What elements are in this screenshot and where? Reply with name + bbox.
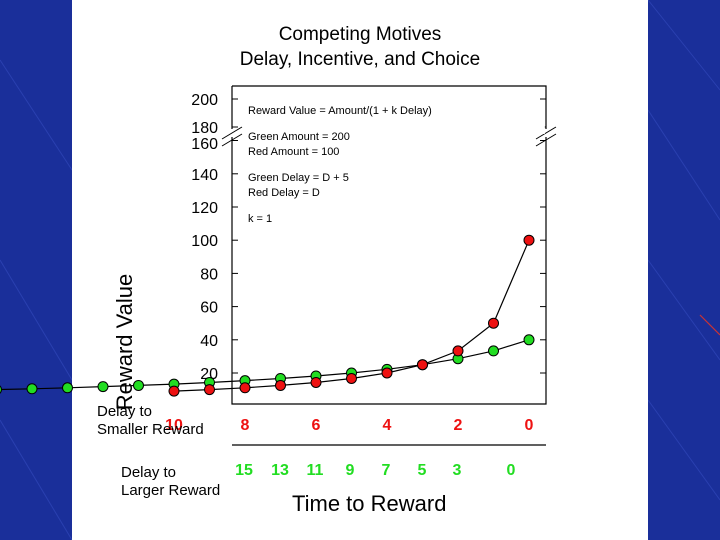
larger-delay-value: 3: [453, 462, 462, 479]
red-point: [452, 345, 464, 357]
plot-axes: [221, 85, 557, 405]
green-delay-text: Green Delay = D + 5: [248, 172, 349, 184]
axis-break-mark-right: [535, 126, 557, 140]
y-tick-label: 180: [191, 120, 218, 137]
green-point: [62, 382, 73, 394]
y-axis-label: Reward Value: [112, 274, 137, 411]
plot-frame: [231, 85, 547, 405]
larger-delay-value: 0: [507, 462, 516, 479]
green-series-line: [0, 339, 530, 391]
green-point: [0, 385, 2, 394]
larger-delay-value: 11: [307, 462, 324, 479]
red-point: [310, 376, 322, 388]
red-point: [381, 367, 393, 379]
smaller-label-line2: Smaller Reward: [97, 421, 204, 438]
larger-delay-value: 5: [418, 462, 427, 479]
x-axis-label: Time to Reward: [292, 491, 447, 516]
red-point: [239, 382, 251, 394]
y-tick-label: 20: [200, 366, 218, 383]
smaller-delay-value: 2: [454, 417, 463, 434]
y-tick-label: 200: [191, 92, 218, 109]
slide: [72, 0, 648, 540]
green-point: [488, 345, 499, 357]
y-tick-label: 160: [191, 136, 218, 153]
smaller-delay-value: 0: [525, 417, 534, 434]
larger-reward-row-label: Delay to Larger Reward: [121, 464, 220, 500]
y-tick-label: 120: [191, 200, 218, 217]
green-series: [0, 122, 545, 395]
chart-title-line2: Delay, Incentive, and Choice: [239, 49, 481, 70]
larger-delay-value: 9: [346, 462, 355, 479]
axis-break-mark-left: [221, 126, 243, 140]
smaller-delay-value: 6: [312, 417, 321, 434]
y-tick-label: 140: [191, 167, 218, 184]
green-point: [133, 379, 144, 391]
smaller-delay-value: 4: [383, 417, 392, 434]
red-point: [488, 317, 499, 329]
larger-delay-value: 13: [271, 462, 289, 479]
red-point: [204, 384, 215, 396]
series-group: [0, 122, 545, 397]
line-break-gap: [514, 122, 545, 134]
y-tick-label: 60: [200, 300, 218, 317]
delay-row-values: 10 8 6 4 2 0 15 13 11 9 7 5 3 0: [165, 417, 533, 479]
smaller-label-line1: Delay to: [97, 403, 153, 420]
y-tick-label: 100: [191, 233, 218, 250]
green-point: [523, 334, 535, 346]
red-point: [523, 234, 535, 246]
red-point: [275, 379, 286, 391]
larger-label-line1: Delay to: [121, 464, 177, 481]
green-point: [26, 383, 38, 395]
larger-delay-value: 15: [235, 462, 253, 479]
formula-text: Reward Value = Amount/(1 + k Delay): [248, 105, 432, 117]
smaller-reward-row-label: Delay to Smaller Reward: [97, 403, 204, 439]
larger-label-line2: Larger Reward: [121, 482, 221, 499]
red-series: [168, 234, 535, 397]
smaller-delay-value: 10: [165, 417, 183, 434]
red-amount-text: Red Amount = 100: [248, 146, 340, 158]
larger-delay-value: 7: [382, 462, 391, 479]
red-point: [168, 385, 180, 397]
y-tick-label: 80: [200, 266, 218, 283]
green-amount-text: Green Amount = 200: [248, 131, 350, 143]
k-value-text: k = 1: [248, 213, 273, 225]
y-tick-label: 40: [200, 333, 218, 350]
green-point: [97, 381, 109, 393]
red-delay-text: Red Delay = D: [248, 187, 320, 199]
red-point: [417, 359, 428, 371]
chart-title-line1: Competing Motives: [278, 24, 442, 45]
smaller-delay-value: 8: [241, 417, 250, 434]
red-point: [346, 372, 357, 384]
